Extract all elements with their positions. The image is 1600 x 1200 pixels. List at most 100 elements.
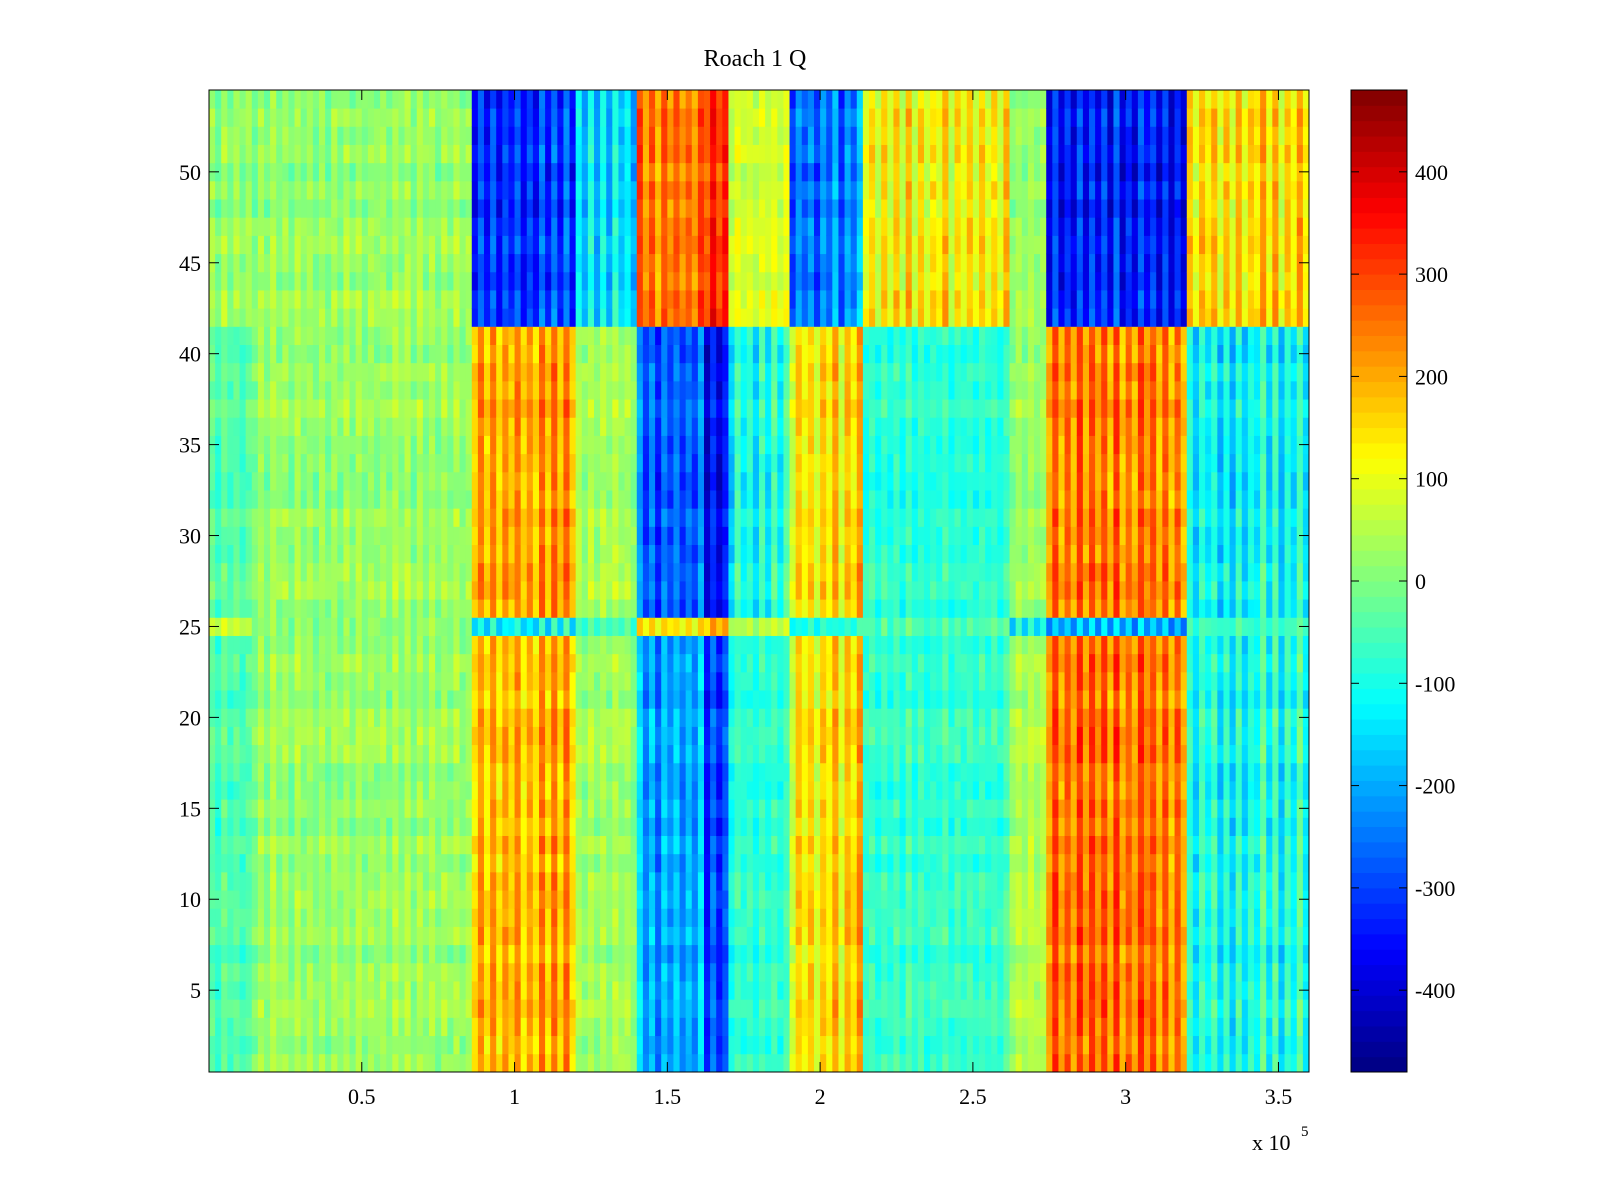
heatmap-cell bbox=[380, 235, 387, 255]
heatmap-cell bbox=[221, 617, 228, 636]
heatmap-cell bbox=[471, 308, 479, 327]
heatmap-cell bbox=[380, 617, 387, 636]
heatmap-cell bbox=[441, 781, 448, 800]
heatmap-cell bbox=[484, 435, 491, 455]
heatmap-cell bbox=[545, 1053, 552, 1073]
heatmap-cell bbox=[514, 162, 522, 182]
heatmap-cell bbox=[264, 435, 271, 455]
heatmap-cell bbox=[642, 708, 650, 727]
heatmap-cell bbox=[765, 962, 772, 982]
heatmap-cell bbox=[392, 508, 399, 527]
heatmap-cell bbox=[636, 635, 644, 655]
heatmap-cell bbox=[587, 126, 595, 145]
heatmap-cell bbox=[490, 617, 497, 636]
heatmap-cell bbox=[453, 890, 460, 909]
heatmap-cell bbox=[227, 671, 234, 691]
heatmap-cell bbox=[312, 944, 320, 964]
heatmap-cell bbox=[642, 526, 650, 546]
heatmap-cell bbox=[691, 617, 699, 636]
heatmap-cell bbox=[227, 690, 234, 709]
heatmap-cell bbox=[697, 490, 705, 509]
heatmap-cell bbox=[746, 835, 754, 855]
heatmap-cell bbox=[618, 635, 625, 655]
heatmap-cell bbox=[270, 944, 277, 964]
heatmap-cell bbox=[532, 126, 540, 145]
heatmap-cell bbox=[416, 453, 424, 473]
heatmap-cell bbox=[227, 708, 234, 727]
heatmap-cell bbox=[343, 635, 350, 655]
heatmap-cell bbox=[636, 781, 644, 800]
heatmap-cell bbox=[704, 962, 711, 982]
heatmap-cell bbox=[386, 744, 393, 764]
heatmap-cell bbox=[746, 1035, 754, 1055]
heatmap-cell bbox=[349, 781, 357, 800]
heatmap-cell bbox=[679, 144, 687, 164]
heatmap-cell bbox=[245, 290, 253, 309]
heatmap-cell bbox=[416, 653, 424, 673]
heatmap-cell bbox=[465, 581, 473, 600]
heatmap-cell bbox=[759, 417, 766, 436]
heatmap-cell bbox=[569, 1017, 577, 1037]
heatmap-cell bbox=[575, 90, 583, 109]
heatmap-cell bbox=[642, 726, 650, 746]
heatmap-cell bbox=[447, 417, 454, 436]
heatmap-cell bbox=[404, 890, 412, 909]
heatmap-cell bbox=[459, 635, 467, 655]
heatmap-cell bbox=[765, 490, 772, 509]
heatmap-cell bbox=[618, 180, 625, 200]
heatmap-cell bbox=[239, 380, 247, 400]
heatmap-cell bbox=[343, 508, 350, 527]
heatmap-cell bbox=[264, 417, 271, 436]
heatmap-cell bbox=[294, 653, 302, 673]
heatmap-cell bbox=[575, 744, 583, 764]
heatmap-cell bbox=[636, 271, 644, 291]
heatmap-cell bbox=[667, 744, 674, 764]
heatmap-cell bbox=[587, 399, 595, 418]
heatmap-cell bbox=[526, 762, 534, 782]
heatmap-cell bbox=[765, 290, 772, 309]
heatmap-cell bbox=[655, 326, 662, 345]
heatmap-cell bbox=[539, 108, 546, 127]
heatmap-cell bbox=[679, 1053, 687, 1073]
heatmap-cell bbox=[551, 817, 558, 836]
heatmap-cell bbox=[471, 271, 479, 291]
heatmap-cell bbox=[581, 162, 589, 182]
heatmap-cell bbox=[282, 908, 289, 927]
heatmap-cell bbox=[728, 526, 735, 546]
heatmap-cell bbox=[422, 90, 430, 109]
heatmap-cell bbox=[294, 326, 302, 345]
heatmap-cell bbox=[508, 290, 515, 309]
heatmap-cell bbox=[380, 835, 387, 855]
heatmap-cell bbox=[429, 1017, 436, 1037]
heatmap-cell bbox=[245, 326, 253, 345]
heatmap-cell bbox=[526, 108, 534, 127]
heatmap-cell bbox=[374, 817, 381, 836]
heatmap-cell bbox=[502, 617, 509, 636]
heatmap-cell bbox=[447, 562, 454, 582]
heatmap-cell bbox=[209, 217, 216, 236]
heatmap-cell bbox=[532, 471, 540, 491]
heatmap-cell bbox=[716, 490, 723, 509]
heatmap-cell bbox=[771, 544, 778, 564]
heatmap-cell bbox=[288, 90, 295, 109]
heatmap-cell bbox=[587, 962, 595, 982]
heatmap-cell bbox=[508, 671, 515, 691]
heatmap-cell bbox=[392, 399, 399, 418]
heatmap-cell bbox=[398, 708, 405, 727]
heatmap-cell bbox=[710, 1053, 717, 1073]
heatmap-cell bbox=[673, 762, 680, 782]
heatmap-cell bbox=[288, 890, 295, 909]
heatmap-cell bbox=[337, 890, 344, 909]
heatmap-cell bbox=[759, 526, 766, 546]
heatmap-cell bbox=[361, 308, 369, 327]
heatmap-cell bbox=[600, 380, 607, 400]
heatmap-cell bbox=[673, 890, 680, 909]
heatmap-cell bbox=[545, 581, 552, 600]
heatmap-cell bbox=[429, 799, 436, 818]
heatmap-cell bbox=[526, 708, 534, 727]
heatmap-cell bbox=[410, 508, 418, 527]
heatmap-cell bbox=[441, 362, 448, 382]
heatmap-cell bbox=[685, 380, 693, 400]
heatmap-cell bbox=[404, 326, 412, 345]
heatmap-cell bbox=[398, 344, 405, 364]
